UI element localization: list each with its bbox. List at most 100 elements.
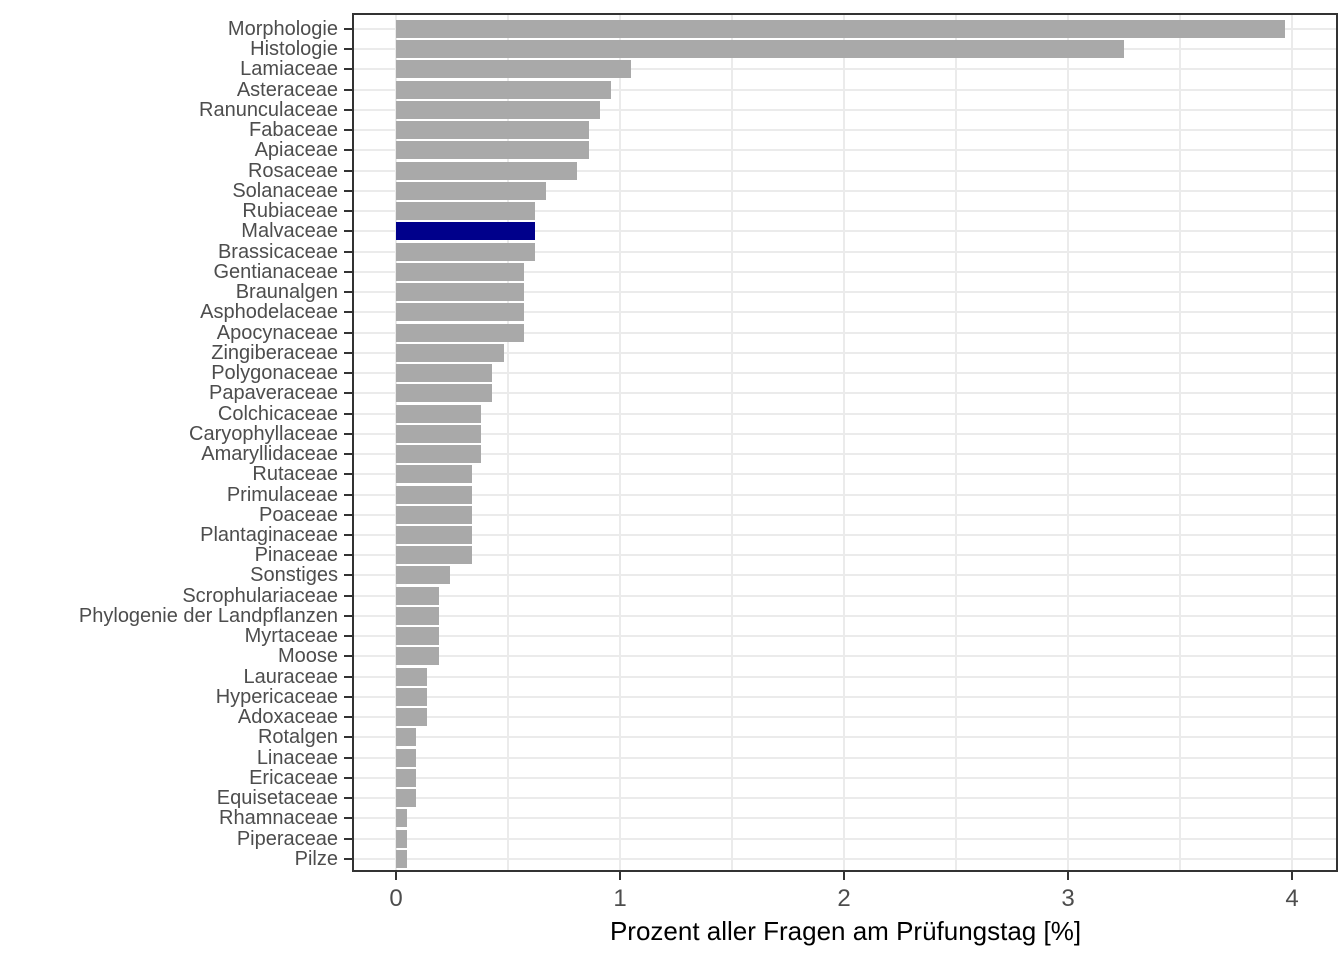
gridline-row: [352, 412, 1338, 415]
gridline-minor-x-1.5: [731, 13, 733, 872]
y-tick-mark: [344, 311, 352, 314]
bar-braunalgen: [396, 283, 524, 302]
y-label-brassicaceae: Brassicaceae: [217, 240, 338, 263]
y-tick-mark: [344, 453, 352, 456]
bar-hypericaceae: [396, 687, 427, 706]
gridline-row: [352, 372, 1338, 375]
bar-equisetaceae: [396, 789, 416, 808]
x-tick-mark-0: [395, 872, 397, 880]
y-tick-mark: [344, 695, 352, 698]
bar-lamiaceae: [396, 60, 631, 79]
bar-colchicaceae: [396, 404, 481, 423]
y-label-apiaceae: Apiaceae: [254, 139, 338, 162]
bar-rubiaceae: [396, 202, 535, 221]
y-tick-mark: [344, 351, 352, 354]
gridline-row: [352, 655, 1338, 658]
bar-morphologie: [396, 20, 1285, 38]
gridline-major-x-3: [1067, 13, 1069, 872]
bar-rosaceae: [396, 161, 577, 180]
bar-sonstiges: [396, 566, 450, 585]
y-label-rosaceae: Rosaceae: [247, 159, 338, 182]
gridline-row: [352, 574, 1338, 577]
y-tick-mark: [344, 716, 352, 719]
bar-pilze: [396, 849, 407, 868]
y-tick-mark: [344, 534, 352, 536]
gridline-row: [352, 68, 1338, 71]
gridline-row: [352, 797, 1338, 800]
gridline-major-x-2: [843, 13, 845, 872]
y-label-papaveraceae: Papaveraceae: [209, 382, 338, 405]
gridline-row: [352, 311, 1338, 314]
gridline-row: [352, 594, 1338, 597]
y-label-apocynaceae: Apocynaceae: [216, 321, 338, 344]
x-tick-mark-1: [619, 872, 621, 880]
gridline-row: [352, 635, 1338, 638]
x-tick-mark-4: [1291, 872, 1293, 880]
y-label-fabaceae: Fabaceae: [249, 119, 338, 142]
bar-apiaceae: [396, 141, 589, 160]
y-tick-mark: [344, 291, 352, 294]
x-tick-mark-3: [1067, 872, 1069, 880]
bar-piperaceae: [396, 829, 407, 848]
bar-linaceae: [396, 748, 416, 767]
gridline-row: [352, 473, 1338, 476]
bar-adoxaceae: [396, 708, 427, 727]
gridline-row: [352, 108, 1338, 111]
bar-moose: [396, 647, 439, 666]
y-label-ericaceae: Ericaceae: [249, 766, 338, 789]
y-label-rhamnaceae: Rhamnaceae: [219, 807, 338, 830]
bar-rutaceae: [396, 465, 472, 484]
x-tick-label-1: 1: [613, 885, 627, 912]
bar-solanaceae: [396, 181, 546, 200]
gridline-row: [352, 189, 1338, 192]
y-label-braunalgen: Braunalgen: [235, 281, 338, 304]
y-tick-mark: [344, 797, 352, 800]
y-tick-mark: [344, 372, 352, 375]
y-tick-mark: [344, 837, 352, 840]
y-label-pilze: Pilze: [294, 847, 338, 870]
y-label-asphodelaceae: Asphodelaceae: [200, 301, 338, 324]
y-tick-mark: [344, 28, 352, 30]
gridline-row: [352, 129, 1338, 132]
gridline-minor-x-0.5: [507, 13, 509, 872]
y-label-pinaceae: Pinaceae: [254, 544, 338, 567]
x-tick-label-4: 4: [1285, 885, 1299, 912]
y-label-adoxaceae: Adoxaceae: [237, 706, 338, 729]
gridline-row: [352, 534, 1338, 536]
y-label-poaceae: Poaceae: [259, 503, 338, 526]
gridline-row: [352, 837, 1338, 840]
y-label-morphologie: Morphologie: [227, 18, 338, 40]
y-tick-mark: [344, 230, 352, 233]
gridline-row: [352, 817, 1338, 820]
bar-amaryllidaceae: [396, 445, 481, 464]
y-label-rutaceae: Rutaceae: [252, 463, 338, 486]
y-label-lamiaceae: Lamiaceae: [240, 58, 338, 81]
y-tick-mark: [344, 331, 352, 334]
y-tick-mark: [344, 554, 352, 557]
y-tick-mark: [344, 149, 352, 152]
y-label-hypericaceae: Hypericaceae: [215, 685, 338, 708]
y-tick-mark: [344, 210, 352, 213]
bar-asteraceae: [396, 80, 611, 99]
y-label-scrophulariaceae: Scrophulariaceae: [182, 584, 338, 607]
bar-gentianaceae: [396, 262, 524, 281]
bar-histologie: [396, 40, 1124, 59]
bar-brassicaceae: [396, 242, 535, 261]
bar-apocynaceae: [396, 323, 524, 342]
y-tick-mark: [344, 473, 352, 476]
gridline-row: [352, 716, 1338, 719]
gridline-major-x-4: [1291, 13, 1293, 872]
y-label-phylogenie-der-landpflanzen: Phylogenie der Landpflanzen: [78, 604, 338, 627]
y-tick-mark: [344, 432, 352, 435]
gridline-row: [352, 210, 1338, 213]
y-label-moose: Moose: [277, 645, 338, 668]
y-tick-mark: [344, 189, 352, 192]
x-tick-label-2: 2: [837, 885, 851, 912]
bar-papaveraceae: [396, 384, 492, 403]
gridline-row: [352, 453, 1338, 456]
gridline-row: [352, 554, 1338, 557]
y-label-colchicaceae: Colchicaceae: [217, 402, 338, 425]
bar-malvaceae: [396, 222, 535, 241]
y-label-gentianaceae: Gentianaceae: [213, 260, 338, 283]
